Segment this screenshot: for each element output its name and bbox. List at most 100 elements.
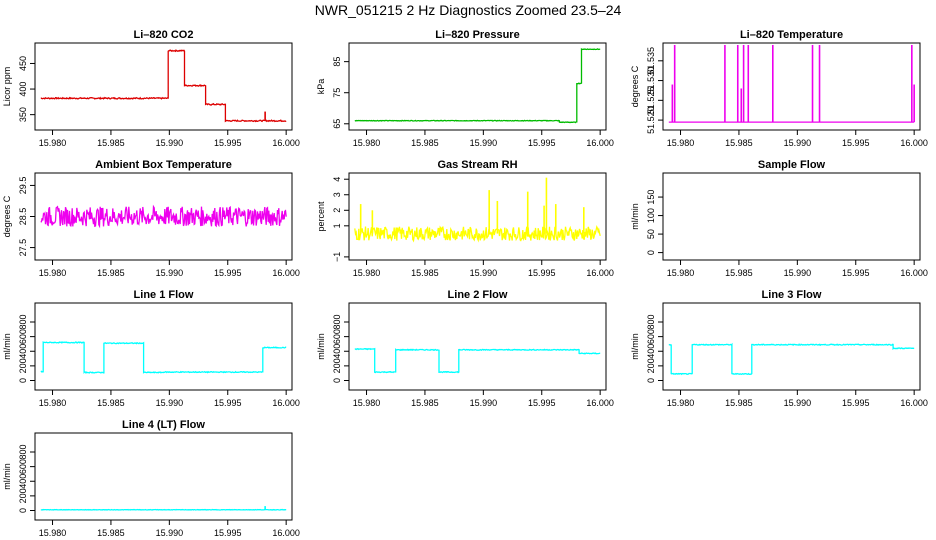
plot-frame	[34, 42, 293, 131]
x-tick-label: 16.000	[272, 528, 300, 538]
y-tick-label: 200	[18, 358, 28, 373]
y-tick-label: 600	[18, 329, 28, 344]
x-tick-label: 15.980	[353, 268, 381, 278]
x-tick-label: 15.995	[214, 528, 242, 538]
y-axis-label: ml/min	[316, 333, 326, 360]
y-tick-label: 0	[18, 378, 28, 383]
x-tick-label: 15.990	[156, 268, 184, 278]
x-tick-label: 15.990	[784, 138, 812, 148]
x-tick-label: 16.000	[272, 138, 300, 148]
x-tick-label: 15.980	[353, 138, 381, 148]
x-tick-label: 15.980	[39, 528, 67, 538]
y-tick-label: 350	[18, 107, 28, 122]
plot-frame	[662, 172, 921, 261]
x-tick-label: 16.000	[586, 268, 614, 278]
x-tick-label: 15.980	[667, 398, 695, 408]
chart-title: Li–820 Temperature	[740, 29, 843, 41]
series-line	[668, 342, 915, 376]
y-tick-label: 800	[646, 314, 656, 329]
chart-7: Line 2 Flow ml/min 15.980 15.985 15.990 15.99…	[316, 289, 614, 408]
y-tick-label: 1	[332, 223, 342, 228]
y-tick-label: 51.530	[646, 67, 656, 95]
y-axis-label: kPa	[316, 79, 326, 95]
y-tick-label: 4	[332, 177, 342, 182]
x-tick-label: 15.985	[97, 268, 125, 278]
y-tick-label: 3	[332, 192, 342, 197]
x-tick-label: 15.995	[528, 398, 556, 408]
plot-frame	[348, 172, 607, 261]
x-tick-label: 15.985	[411, 138, 439, 148]
y-tick-label: 600	[332, 329, 342, 344]
y-tick-label: 50	[646, 229, 656, 239]
y-tick-label: 800	[332, 314, 342, 329]
x-tick-label: 15.995	[842, 398, 870, 408]
x-tick-label: 15.980	[39, 268, 67, 278]
x-tick-label: 15.985	[97, 138, 125, 148]
series-line	[40, 204, 287, 229]
plot-frame	[348, 302, 607, 391]
chart-title: Ambient Box Temperature	[95, 159, 232, 171]
chart-4: Gas Stream RH percent 15.980 15.985 15.990 15…	[316, 159, 614, 278]
x-tick-label: 15.980	[39, 138, 67, 148]
x-tick-label: 16.000	[900, 268, 928, 278]
y-axis-label: ml/min	[2, 463, 12, 490]
series-line	[40, 341, 287, 374]
plot-frame	[34, 432, 293, 521]
y-tick-label: 400	[18, 474, 28, 489]
chart-2: Li–820 Temperature degrees C 15.980 15.985 1…	[630, 29, 928, 148]
chart-3: Ambient Box Temperature degrees C 15.980 15…	[2, 159, 300, 278]
chart-8: Line 3 Flow ml/min 15.980 15.985 15.990 15.99…	[630, 289, 928, 408]
chart-5: Sample Flow ml/min 15.980 15.985 15.990 15.99…	[630, 159, 928, 278]
series-line	[354, 224, 601, 243]
y-axis-label: ml/min	[630, 333, 640, 360]
x-tick-label: 15.980	[39, 398, 67, 408]
chart-title: Li–820 CO2	[134, 29, 194, 41]
y-tick-label: 51.520	[646, 106, 656, 134]
y-tick-label: 800	[18, 444, 28, 459]
y-tick-label: 600	[646, 329, 656, 344]
plot-frame	[348, 42, 607, 131]
y-tick-label: 0	[18, 508, 28, 513]
y-axis-label: degrees C	[630, 65, 640, 107]
x-tick-label: 16.000	[586, 398, 614, 408]
x-tick-label: 15.990	[470, 268, 498, 278]
x-tick-label: 15.985	[97, 398, 125, 408]
x-tick-label: 15.995	[214, 138, 242, 148]
y-tick-label: 400	[18, 82, 28, 97]
x-tick-label: 15.995	[528, 138, 556, 148]
chart-title: Line 3 Flow	[762, 289, 822, 301]
page-title: NWR_051215 2 Hz Diagnostics Zoomed 23.5–…	[314, 2, 622, 18]
y-tick-label: 27.5	[18, 239, 28, 257]
y-tick-label: 200	[332, 358, 342, 373]
x-tick-label: 15.980	[667, 138, 695, 148]
chart-0: Li–820 CO2 Licor ppm 15.980 15.985 15.990 15.…	[2, 29, 300, 148]
x-tick-label: 15.985	[411, 268, 439, 278]
x-tick-label: 15.995	[528, 268, 556, 278]
x-tick-label: 15.980	[353, 398, 381, 408]
series-line	[354, 47, 601, 124]
y-tick-label: 75	[332, 88, 342, 98]
x-tick-label: 15.995	[842, 268, 870, 278]
x-tick-label: 15.990	[470, 398, 498, 408]
chart-1: Li–820 Pressure kPa 15.980 15.985 15.990 15.9…	[316, 29, 614, 148]
y-tick-label: −1	[332, 252, 342, 262]
x-tick-label: 15.985	[725, 398, 753, 408]
x-tick-label: 15.990	[784, 398, 812, 408]
y-tick-label: 85	[332, 57, 342, 67]
x-tick-label: 15.995	[842, 138, 870, 148]
chart-title: Line 1 Flow	[134, 289, 194, 301]
chart-title: Line 4 (LT) Flow	[122, 419, 205, 431]
chart-title: Gas Stream RH	[437, 159, 517, 171]
y-axis-label: Licor ppm	[2, 67, 12, 107]
x-tick-label: 16.000	[586, 138, 614, 148]
x-tick-label: 15.990	[156, 398, 184, 408]
y-tick-label: 2	[332, 208, 342, 213]
y-tick-label: 51.535	[646, 47, 656, 75]
chart-9: Line 4 (LT) Flow ml/min 15.980 15.985 15.990…	[2, 419, 300, 538]
series-line	[354, 347, 601, 374]
y-tick-label: 200	[18, 488, 28, 503]
x-tick-label: 15.985	[411, 398, 439, 408]
y-axis-label: ml/min	[2, 333, 12, 360]
y-axis-label: percent	[316, 201, 326, 232]
y-axis-label: ml/min	[630, 203, 640, 230]
